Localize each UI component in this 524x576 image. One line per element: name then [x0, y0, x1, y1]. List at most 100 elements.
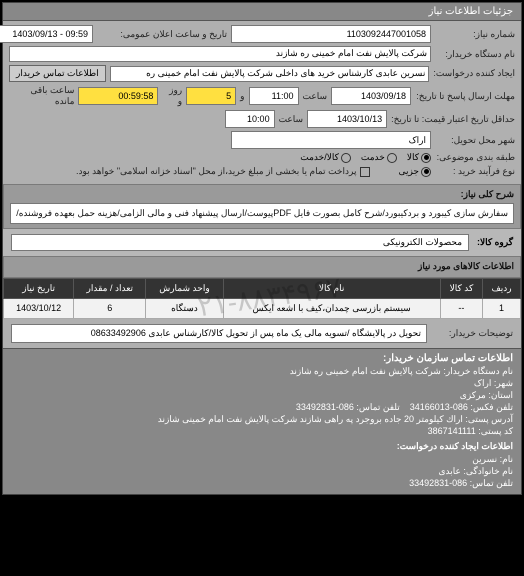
footer-req-phone: تلفن تماس: 086-33492831 — [11, 478, 513, 489]
th-name: نام کالا — [223, 278, 440, 298]
radio-partial[interactable]: جزیی — [398, 166, 431, 177]
footer-reqlast-value: عابدی — [439, 466, 461, 476]
radio-dot-icon — [387, 153, 397, 163]
footer-req-name: نام: نسرین — [11, 454, 513, 465]
footer-fax-value: 086-34166013 — [410, 402, 468, 412]
footer-city-label: شهر: — [494, 378, 513, 388]
goods-group-value: محصولات الکترونیکی — [11, 234, 469, 251]
time-remain-input — [78, 87, 158, 105]
footer-address-value: اراك كیلومتر 20 جاده بروجرد په راهی شازن… — [158, 414, 463, 424]
form-container: جزئیات اطلاعات نیاز شماره نیاز: تاریخ و … — [2, 2, 522, 495]
td-qty: 6 — [74, 298, 146, 318]
footer-province-label: استان: — [488, 390, 513, 400]
requester-label: ایجاد کننده درخواست: — [433, 68, 515, 79]
public-date-label: تاریخ و ساعت اعلان عمومی: — [97, 29, 227, 40]
goods-group-title: گروه کالا: — [477, 237, 513, 248]
footer-requester-head: اطلاعات ایجاد کننده درخواست: — [11, 441, 513, 452]
footer-org-label: نام دستگاه خریدار: — [443, 366, 513, 376]
footer-postal-label: کد پستی: — [478, 426, 513, 436]
footer-reqphone-value: 086-33492831 — [409, 478, 467, 488]
radio-both-label: کالا/خدمت — [300, 152, 339, 163]
footer-postal-value: 3867141111 — [428, 426, 476, 436]
radio-dot-icon — [341, 153, 351, 163]
price-time-label: ساعت — [279, 114, 304, 125]
th-row: ردیف — [483, 278, 521, 298]
buyer-note-label: توضیحات خریدار: — [433, 328, 513, 339]
radio-kala-label: کالا — [407, 152, 419, 163]
footer-req-last: نام خانوادگی: عابدی — [11, 466, 513, 477]
price-validity-label: حداقل تاریخ اعتبار قیمت: تا تاریخ: — [391, 114, 515, 125]
days-remain-input — [186, 87, 236, 105]
footer-city-value: اراک — [474, 378, 491, 388]
footer-reqname-value: نسرین — [472, 454, 497, 464]
group-type-radios: کالا خدمت کالا/خدمت — [300, 152, 431, 163]
requester-value: نسرین عابدی کارشناس خرید های داخلی شرکت … — [110, 66, 430, 82]
footer-phone-value: 086-33492831 — [296, 402, 354, 412]
goods-table: ردیف کد کالا نام کالا واحد شمارش تعداد /… — [3, 278, 521, 319]
table-wrap: ردیف کد کالا نام کالا واحد شمارش تعداد /… — [3, 278, 521, 319]
footer-address-label: آدرس پستی: — [465, 414, 513, 424]
footer-reqname-label: نام: — [500, 454, 513, 464]
table-row[interactable]: 1 -- سیستم بازرسی چمدان،کیف با اشعه ایکس… — [4, 298, 521, 318]
radio-khedmat[interactable]: خدمت — [361, 152, 397, 163]
buyer-note-section: توضیحات خریدار: تحویل در پالایشگاه /تسوی… — [3, 319, 521, 348]
td-code: -- — [440, 298, 482, 318]
price-validity-time[interactable] — [225, 110, 275, 128]
td-row: 1 — [483, 298, 521, 318]
goods-group-row: گروه کالا: محصولات الکترونیکی — [3, 229, 521, 256]
time-label: ساعت — [303, 91, 328, 102]
table-title: اطلاعات کالاهای مورد نیاز — [10, 261, 514, 272]
radio-partial-label: جزیی — [398, 166, 419, 177]
footer-head: اطلاعات تماس سازمان خریدار: — [11, 353, 513, 364]
remain-suffix: ساعت باقی مانده — [9, 85, 74, 107]
buyer-org-label: نام دستگاه خریدار: — [435, 49, 515, 60]
th-unit: واحد شمارش — [146, 278, 223, 298]
footer-province-value: مرکزی — [460, 390, 486, 400]
footer-fax: تلفن فکس: 086-34166013 تلفن تماس: 086-33… — [11, 402, 513, 413]
need-number-label: شماره نیاز: — [435, 29, 515, 40]
footer-reqphone-label: تلفن تماس: — [470, 478, 513, 488]
radio-kala[interactable]: کالا — [407, 152, 431, 163]
footer-city: شهر: اراک — [11, 378, 513, 389]
radio-khedmat-label: خدمت — [361, 152, 385, 163]
description-text: سفارش سازی کیبورد و بردکیبورد/شرح کامل ب… — [10, 203, 514, 224]
days-suffix: روز و — [162, 85, 182, 107]
public-date-input[interactable] — [0, 25, 93, 43]
td-date: 1403/10/12 — [4, 298, 74, 318]
treasury-label: پرداخت تمام یا بخشی از مبلغ خرید،از محل … — [76, 166, 356, 177]
buyer-info-button[interactable]: اطلاعات تماس خریدار — [9, 65, 106, 82]
table-header-row: ردیف کد کالا نام کالا واحد شمارش تعداد /… — [4, 278, 521, 298]
radio-dot-icon — [421, 167, 431, 177]
treasury-checkbox[interactable] — [360, 167, 370, 177]
delivery-city-input[interactable] — [231, 131, 431, 149]
td-unit: دستگاه — [146, 298, 223, 318]
th-qty: تعداد / مقدار — [74, 278, 146, 298]
deadline-time-input[interactable] — [249, 87, 299, 105]
footer-province: استان: مرکزی — [11, 390, 513, 401]
header-title: جزئیات اطلاعات نیاز — [429, 6, 513, 17]
footer-postal: کد پستی: 3867141111 — [11, 426, 513, 437]
footer-reqlast-label: نام خانوادگی: — [463, 466, 513, 476]
table-section: اطلاعات کالاهای مورد نیاز — [3, 256, 521, 278]
group-type-label: طبقه بندی موضوعی: — [435, 152, 515, 163]
and-label: و — [240, 91, 244, 102]
deadline-date-input[interactable] — [331, 87, 411, 105]
footer-org-value: شرکت پالایش نفت امام خمینی ره شازند — [290, 366, 441, 376]
buyer-org-value: شرکت پالایش نفت امام خمینی ره شازند — [9, 46, 431, 62]
footer-fax-label: تلفن فکس: — [470, 402, 513, 412]
deadline-label: مهلت ارسال پاسخ تا تاریخ: — [415, 91, 515, 102]
radio-both[interactable]: کالا/خدمت — [300, 152, 351, 163]
price-validity-date[interactable] — [307, 110, 387, 128]
footer-phone-label: تلفن تماس: — [356, 402, 399, 412]
delivery-city-label: شهر محل تحویل: — [435, 135, 515, 146]
td-name: سیستم بازرسی چمدان،کیف با اشعه ایکس — [223, 298, 440, 318]
process-type-label: نوع فرآیند خرید : — [435, 166, 515, 177]
th-code: کد کالا — [440, 278, 482, 298]
buyer-note-text: تحویل در پالایشگاه /تسویه مالی یک ماه پس… — [11, 324, 427, 343]
form-section: شماره نیاز: تاریخ و ساعت اعلان عمومی: نا… — [3, 21, 521, 184]
th-date: تاریخ نیاز — [4, 278, 74, 298]
need-number-input[interactable] — [231, 25, 431, 43]
description-block: شرح کلی نیاز: سفارش سازی کیبورد و بردکیب… — [3, 184, 521, 229]
footer-address: آدرس پستی: اراك كیلومتر 20 جاده بروجرد پ… — [11, 414, 513, 425]
header-bar: جزئیات اطلاعات نیاز — [3, 3, 521, 21]
